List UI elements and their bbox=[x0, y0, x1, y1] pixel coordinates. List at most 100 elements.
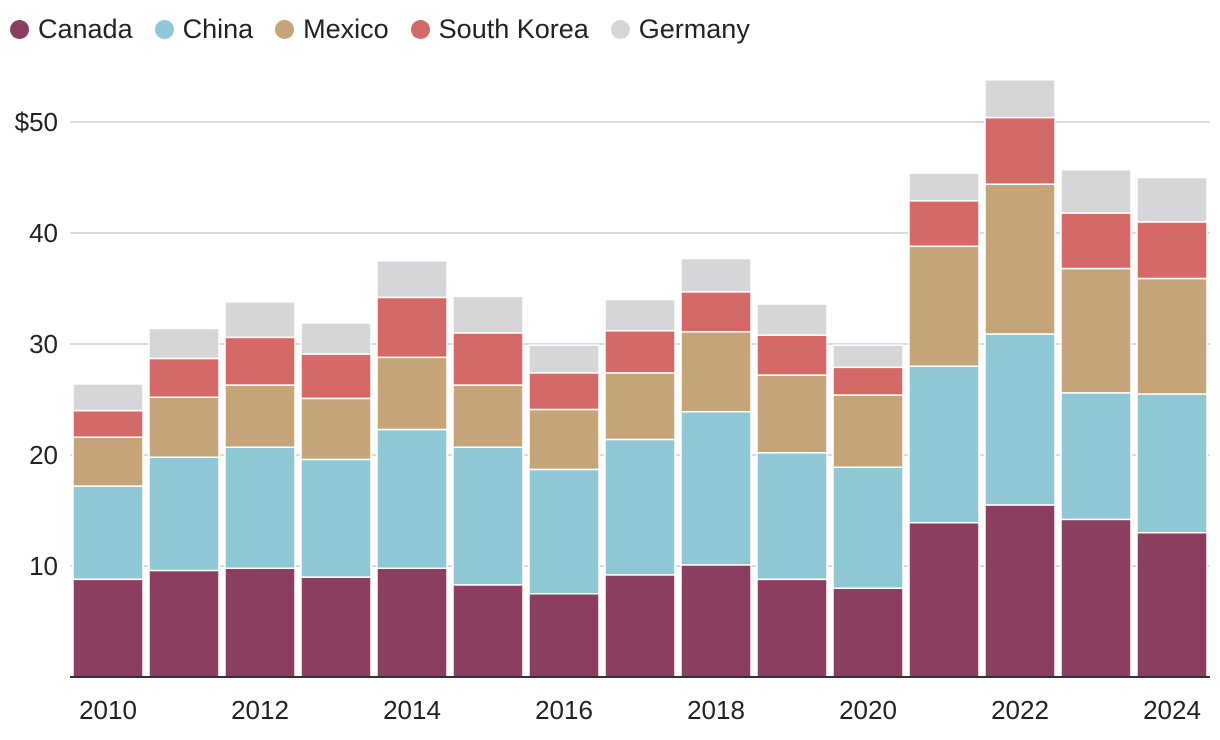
bar-south-korea-2012 bbox=[224, 336, 296, 386]
x-tick-label: 2018 bbox=[687, 695, 745, 725]
legend-label: China bbox=[182, 14, 254, 44]
bar-south-korea-2017 bbox=[604, 329, 676, 374]
bar-germany-2020 bbox=[832, 344, 904, 369]
bar-germany-2016 bbox=[528, 344, 600, 374]
legend-swatch bbox=[410, 20, 430, 39]
bar-china-2021 bbox=[908, 365, 980, 524]
bar-germany-2023 bbox=[1060, 168, 1132, 214]
bar-canada-2010 bbox=[72, 578, 144, 678]
bar-germany-2012 bbox=[224, 301, 296, 339]
bar-canada-2015 bbox=[452, 584, 524, 678]
bar-mexico-2023 bbox=[1060, 267, 1132, 394]
legend-item-germany: Germany bbox=[610, 14, 750, 45]
bar-south-korea-2016 bbox=[528, 372, 600, 411]
legend-swatch bbox=[275, 20, 295, 39]
bar-south-korea-2023 bbox=[1060, 212, 1132, 270]
bar-germany-2013 bbox=[300, 322, 372, 355]
bar-canada-2014 bbox=[376, 567, 448, 678]
bar-china-2016 bbox=[528, 468, 600, 595]
bar-china-2015 bbox=[452, 446, 524, 586]
bar-south-korea-2024 bbox=[1136, 221, 1208, 280]
bar-china-2019 bbox=[756, 452, 828, 581]
bar-mexico-2020 bbox=[832, 394, 904, 468]
x-tick-label: 2010 bbox=[79, 695, 137, 725]
bar-china-2018 bbox=[680, 410, 752, 566]
bar-canada-2012 bbox=[224, 567, 296, 678]
x-tick-label: 2020 bbox=[839, 695, 897, 725]
bar-mexico-2016 bbox=[528, 408, 600, 471]
bar-germany-2017 bbox=[604, 298, 676, 332]
bar-canada-2020 bbox=[832, 587, 904, 678]
bar-canada-2022 bbox=[984, 504, 1056, 678]
bar-canada-2017 bbox=[604, 574, 676, 678]
legend-label: Canada bbox=[38, 14, 133, 44]
legend-label: South Korea bbox=[438, 14, 589, 44]
bar-china-2011 bbox=[148, 456, 220, 572]
bar-mexico-2018 bbox=[680, 331, 752, 413]
bar-mexico-2022 bbox=[984, 183, 1056, 335]
bar-canada-2019 bbox=[756, 578, 828, 678]
bar-mexico-2019 bbox=[756, 374, 828, 454]
bar-mexico-2017 bbox=[604, 372, 676, 441]
bar-south-korea-2014 bbox=[376, 296, 448, 359]
bar-south-korea-2018 bbox=[680, 291, 752, 333]
legend-item-china: China bbox=[154, 14, 254, 45]
legend: Canada China Mexico South Korea Germany bbox=[10, 14, 772, 45]
bar-mexico-2015 bbox=[452, 384, 524, 448]
legend-swatch bbox=[610, 20, 630, 39]
bar-canada-2024 bbox=[1136, 531, 1208, 678]
bar-germany-2024 bbox=[1136, 176, 1208, 223]
bar-germany-2015 bbox=[452, 295, 524, 334]
legend-item-south-korea: South Korea bbox=[410, 14, 589, 45]
bar-south-korea-2010 bbox=[72, 409, 144, 438]
bar-germany-2019 bbox=[756, 303, 828, 336]
legend-swatch bbox=[154, 20, 174, 39]
bar-mexico-2021 bbox=[908, 245, 980, 367]
bar-south-korea-2019 bbox=[756, 334, 828, 376]
bar-germany-2010 bbox=[72, 383, 144, 412]
bar-germany-2014 bbox=[376, 260, 448, 299]
legend-swatch bbox=[10, 20, 29, 39]
bar-china-2022 bbox=[984, 333, 1056, 506]
bar-china-2013 bbox=[300, 458, 372, 578]
bar-germany-2018 bbox=[680, 257, 752, 293]
bar-china-2017 bbox=[604, 438, 676, 576]
bar-canada-2011 bbox=[148, 569, 220, 678]
bar-mexico-2024 bbox=[1136, 277, 1208, 395]
x-tick-label: 2024 bbox=[1143, 695, 1201, 725]
bar-china-2010 bbox=[72, 485, 144, 581]
bar-germany-2021 bbox=[908, 172, 980, 202]
legend-label: Mexico bbox=[303, 14, 389, 44]
bar-canada-2021 bbox=[908, 521, 980, 678]
bar-china-2024 bbox=[1136, 393, 1208, 534]
y-tick-label: 30 bbox=[29, 329, 58, 359]
bar-mexico-2012 bbox=[224, 384, 296, 448]
bar-canada-2023 bbox=[1060, 518, 1132, 678]
legend-item-mexico: Mexico bbox=[275, 14, 389, 45]
bar-china-2012 bbox=[224, 446, 296, 569]
y-tick-label: $50 bbox=[15, 107, 58, 137]
bar-south-korea-2021 bbox=[908, 200, 980, 248]
legend-label: Germany bbox=[638, 14, 750, 44]
bar-germany-2022 bbox=[984, 79, 1056, 119]
bar-mexico-2010 bbox=[72, 436, 144, 487]
bar-canada-2016 bbox=[528, 593, 600, 678]
bar-germany-2011 bbox=[148, 327, 220, 360]
bar-south-korea-2013 bbox=[300, 353, 372, 400]
bar-canada-2018 bbox=[680, 564, 752, 678]
bar-china-2020 bbox=[832, 466, 904, 589]
bar-mexico-2013 bbox=[300, 397, 372, 461]
bar-canada-2013 bbox=[300, 576, 372, 678]
bar-south-korea-2020 bbox=[832, 366, 904, 396]
bar-mexico-2014 bbox=[376, 356, 448, 431]
bar-china-2023 bbox=[1060, 392, 1132, 521]
x-tick-label: 2016 bbox=[535, 695, 593, 725]
y-tick-label: 20 bbox=[29, 440, 58, 470]
x-tick-label: 2022 bbox=[991, 695, 1049, 725]
x-tick-label: 2012 bbox=[231, 695, 289, 725]
bar-mexico-2011 bbox=[148, 396, 220, 458]
bar-south-korea-2011 bbox=[148, 357, 220, 399]
bar-south-korea-2022 bbox=[984, 116, 1056, 185]
bar-china-2014 bbox=[376, 428, 448, 569]
